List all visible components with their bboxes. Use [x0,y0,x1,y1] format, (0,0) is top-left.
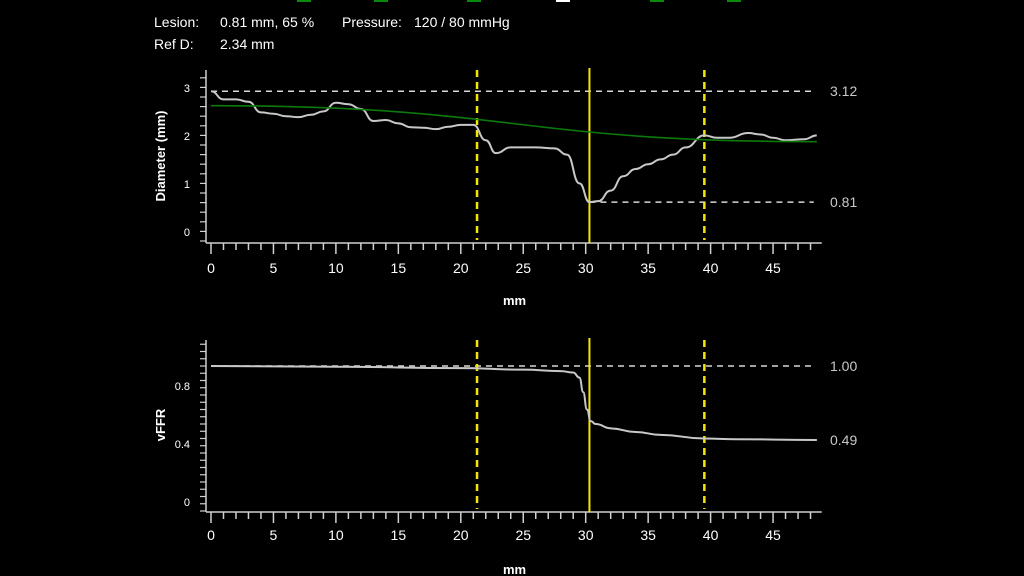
pressure-value: 120 / 80 mmHg [414,14,510,30]
x-tick-label: 25 [515,260,531,276]
x-tick-label: 20 [453,527,469,543]
vffr-curve [210,365,817,441]
lesion-label: Lesion: [154,14,200,30]
y-tick-label: 2 [184,131,190,143]
refd-label: Ref D: [154,36,194,52]
y-tick-label: 1 [184,179,190,191]
x-tick-label: 40 [703,527,719,543]
x-tick-label: 5 [270,527,278,543]
x-tick-label: 45 [765,260,781,276]
y-axis-label: vFFR [153,408,168,441]
diameter-curve [210,90,817,204]
reference-value-label: 3.12 [830,83,857,99]
lesion-value: 0.81 mm, 65 % [220,14,315,30]
y-tick-label: 0.4 [175,439,190,451]
refd-value: 2.34 mm [220,36,275,52]
reference-value-label: 0.49 [830,432,857,448]
y-tick-label: 3 [184,83,190,95]
x-axis-label: mm [503,293,526,308]
reference-value-label: 1.00 [830,358,857,374]
toolbar-mark[interactable] [650,0,664,2]
toolbar-mark[interactable] [374,0,388,2]
toolbar-mark[interactable] [467,0,481,2]
chart-panel-diameter: 0 5 10 15 20 25 30 35 40 45 0 1 2 3 mm Diameter (mm) 3.1… [153,68,857,308]
x-tick-label: 15 [391,527,407,543]
y-tick-label: 0.8 [175,381,190,393]
reference-diameter-line [210,104,817,143]
toolbar-mark[interactable] [556,0,570,2]
x-tick-label: 10 [328,260,344,276]
reference-value-label: 0.81 [830,194,857,210]
x-tick-label: 30 [578,260,594,276]
x-axis-label: mm [503,562,526,576]
x-tick-label: 45 [765,527,781,543]
chart-panel-vffr: 0 5 10 15 20 25 30 35 40 45 0 0.4 0.8 mm vFFR 1.00 0.49 [153,338,857,576]
x-tick-label: 0 [207,527,215,543]
pressure-label: Pressure: [342,14,402,30]
x-tick-label: 25 [515,527,531,543]
x-tick-label: 15 [391,260,407,276]
x-tick-label: 30 [578,527,594,543]
x-tick-label: 35 [640,527,656,543]
y-tick-label: 0 [184,227,190,239]
x-tick-label: 0 [207,260,215,276]
toolbar-mark[interactable] [727,0,741,2]
y-axis-label: Diameter (mm) [153,110,168,201]
x-tick-label: 20 [453,260,469,276]
x-tick-label: 35 [640,260,656,276]
y-tick-label: 0 [184,497,190,509]
x-tick-label: 5 [270,260,278,276]
toolbar-mark[interactable] [297,0,311,2]
x-tick-label: 10 [328,527,344,543]
x-tick-label: 40 [703,260,719,276]
